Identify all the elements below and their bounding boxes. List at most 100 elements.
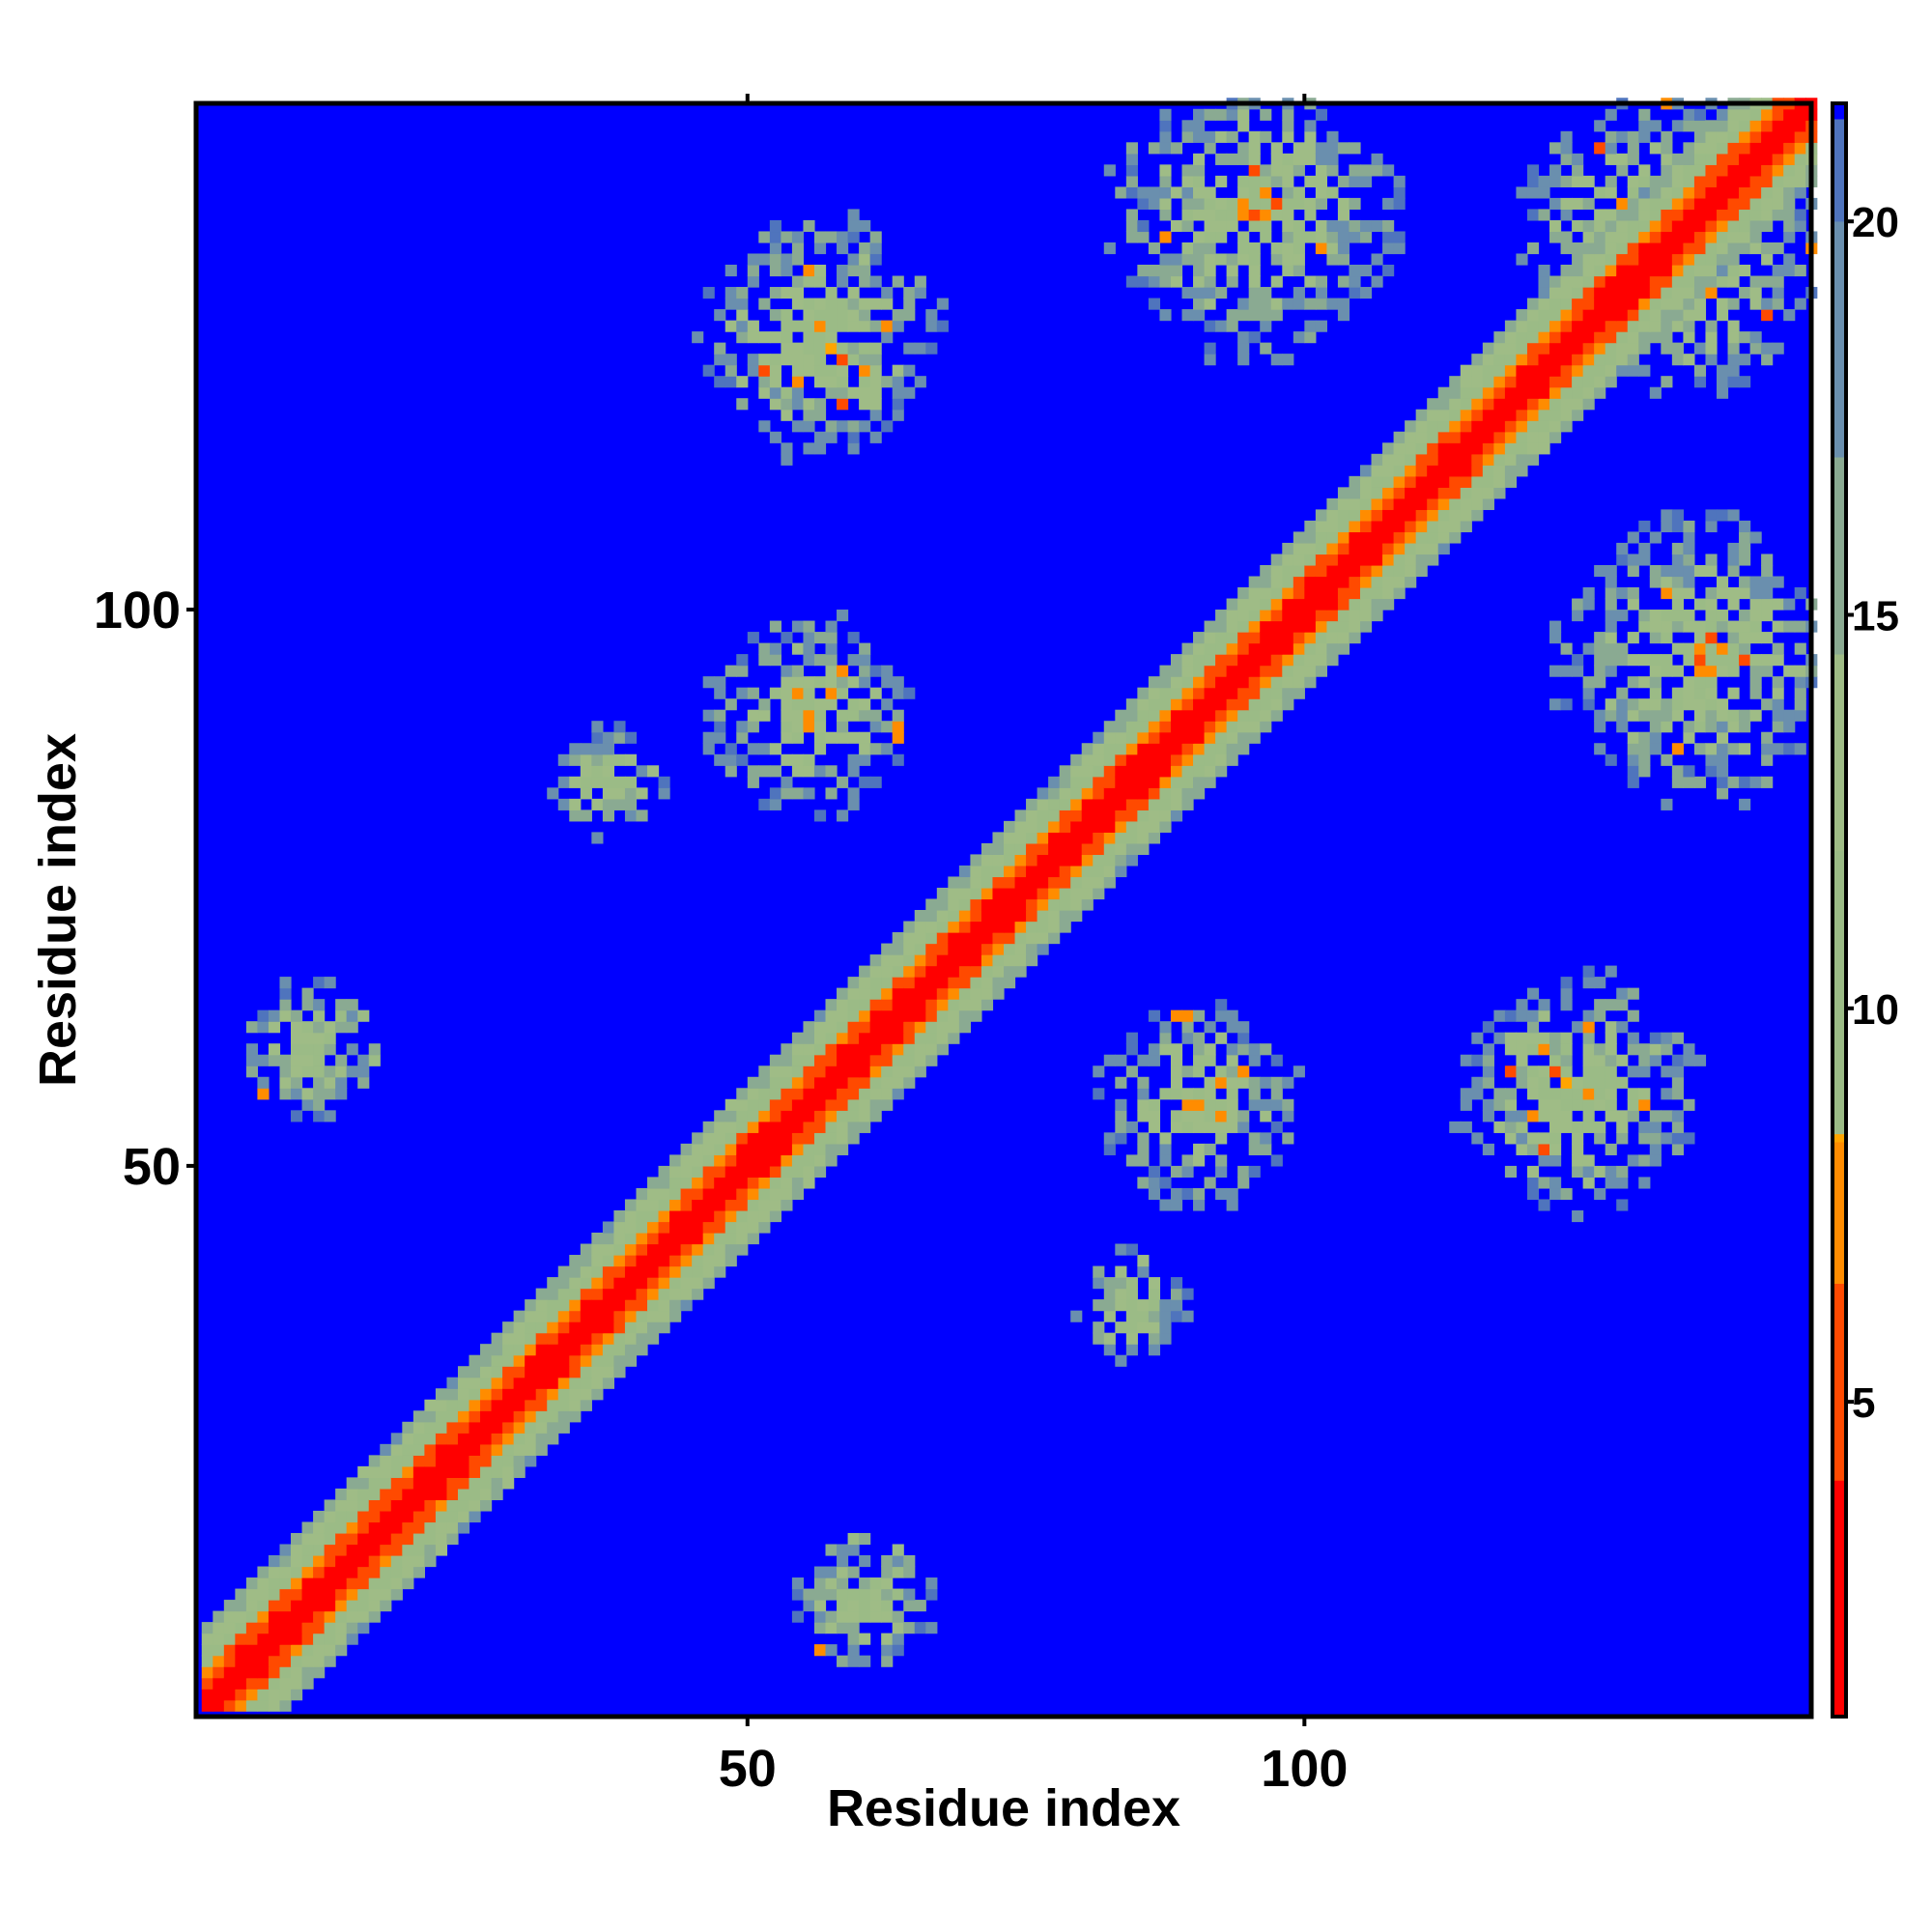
heatmap-cell [1739, 743, 1751, 755]
heatmap-cell [502, 1377, 515, 1389]
heatmap-cell [1070, 910, 1083, 923]
heatmap-cell [1393, 531, 1406, 544]
heatmap-cell [669, 1154, 682, 1167]
heatmap-cell [1705, 219, 1718, 233]
heatmap-cell [1081, 854, 1094, 867]
heatmap-cell [1705, 520, 1718, 533]
heatmap-cell [781, 398, 793, 411]
heatmap-cell [837, 776, 849, 788]
heatmap-cell [1761, 698, 1774, 711]
heatmap-cell [847, 1110, 860, 1122]
heatmap-cell [1315, 610, 1327, 622]
heatmap-cell [1181, 1065, 1194, 1078]
heatmap-cell [313, 1510, 326, 1523]
heatmap-cell [1359, 576, 1373, 588]
heatmap-cell [1371, 465, 1383, 477]
heatmap-cell [914, 932, 926, 945]
heatmap-cell [1415, 509, 1428, 522]
heatmap-cell [1693, 298, 1707, 310]
heatmap-cell [1026, 798, 1038, 810]
heatmap-cell [758, 1177, 771, 1189]
heatmap-cell [1739, 142, 1751, 155]
heatmap-cell [1125, 721, 1138, 733]
heatmap-cell [869, 386, 882, 399]
heatmap-cell [837, 342, 849, 355]
heatmap-cell [1237, 197, 1250, 211]
heatmap-cell [1270, 654, 1283, 667]
heatmap-cell [881, 698, 894, 711]
heatmap-cell [1526, 453, 1540, 466]
heatmap-cell [1582, 642, 1595, 655]
heatmap-cell [747, 265, 759, 277]
heatmap-cell [1526, 309, 1540, 322]
heatmap-cell [724, 1221, 737, 1234]
heatmap-cell [1649, 1132, 1662, 1145]
heatmap-cell [1705, 354, 1718, 366]
heatmap-cell [1248, 721, 1261, 733]
heatmap-cell [825, 1143, 838, 1155]
heatmap-cell [1616, 1165, 1629, 1179]
heatmap-cell [1282, 610, 1294, 622]
heatmap-cell [1761, 219, 1774, 233]
heatmap-cell [1293, 687, 1305, 699]
heatmap-cell [1337, 497, 1350, 510]
heatmap-cell [847, 320, 860, 332]
heatmap-cell [1727, 164, 1740, 177]
heatmap-cell [813, 1154, 827, 1167]
heatmap-cell [1616, 1199, 1629, 1211]
heatmap-cell [1560, 420, 1573, 433]
heatmap-cell [402, 1488, 414, 1501]
heatmap-cell [1638, 1098, 1651, 1111]
heatmap-cell [847, 1065, 860, 1078]
heatmap-cell [1749, 108, 1762, 121]
heatmap-cell [1382, 164, 1395, 177]
heatmap-cell [1359, 231, 1373, 243]
heatmap-cell [1237, 209, 1250, 221]
heatmap-cell [1326, 520, 1339, 533]
heatmap-cell [1359, 564, 1373, 578]
heatmap-cell [1326, 153, 1339, 165]
heatmap-cell [346, 1510, 358, 1523]
heatmap-cell [1627, 331, 1639, 344]
heatmap-cell [724, 1132, 737, 1145]
heatmap-cell [324, 1043, 336, 1056]
heatmap-cell [1315, 164, 1327, 177]
heatmap-cell [1349, 475, 1361, 488]
heatmap-cell [1683, 175, 1695, 187]
heatmap-cell [1716, 620, 1729, 633]
heatmap-cell [268, 1610, 281, 1623]
heatmap-cell [1638, 331, 1651, 344]
heatmap-cell [1137, 1177, 1150, 1189]
heatmap-cell [1627, 275, 1639, 288]
heatmap-cell [1560, 242, 1573, 255]
heatmap-cell [1716, 197, 1729, 211]
heatmap-cell [1237, 153, 1250, 165]
heatmap-cell [1248, 1098, 1261, 1111]
heatmap-cell [1727, 153, 1740, 165]
heatmap-cell [1226, 209, 1238, 221]
heatmap-cell [1226, 309, 1238, 322]
heatmap-cell [1627, 753, 1639, 766]
heatmap-cell [1594, 709, 1606, 722]
heatmap-cell [1304, 576, 1317, 588]
heatmap-cell [1326, 186, 1339, 199]
heatmap-cell [992, 876, 1005, 889]
heatmap-cell [1103, 832, 1116, 844]
heatmap-cell [1683, 587, 1695, 600]
heatmap-cell [925, 898, 938, 911]
heatmap-cell [1081, 743, 1094, 755]
heatmap-cell [758, 765, 771, 778]
heatmap-cell [613, 721, 626, 733]
heatmap-cell [892, 1644, 904, 1657]
heatmap-cell [1125, 1032, 1138, 1044]
heatmap-cell [1482, 354, 1494, 366]
heatmap-cell [1649, 175, 1662, 187]
heatmap-cell [1437, 398, 1450, 411]
heatmap-cell [1671, 253, 1684, 266]
heatmap-cell [525, 1344, 537, 1356]
heatmap-cell [580, 776, 592, 788]
heatmap-cell [1204, 709, 1216, 722]
heatmap-cell [1270, 576, 1283, 588]
heatmap-cell [769, 1187, 781, 1201]
